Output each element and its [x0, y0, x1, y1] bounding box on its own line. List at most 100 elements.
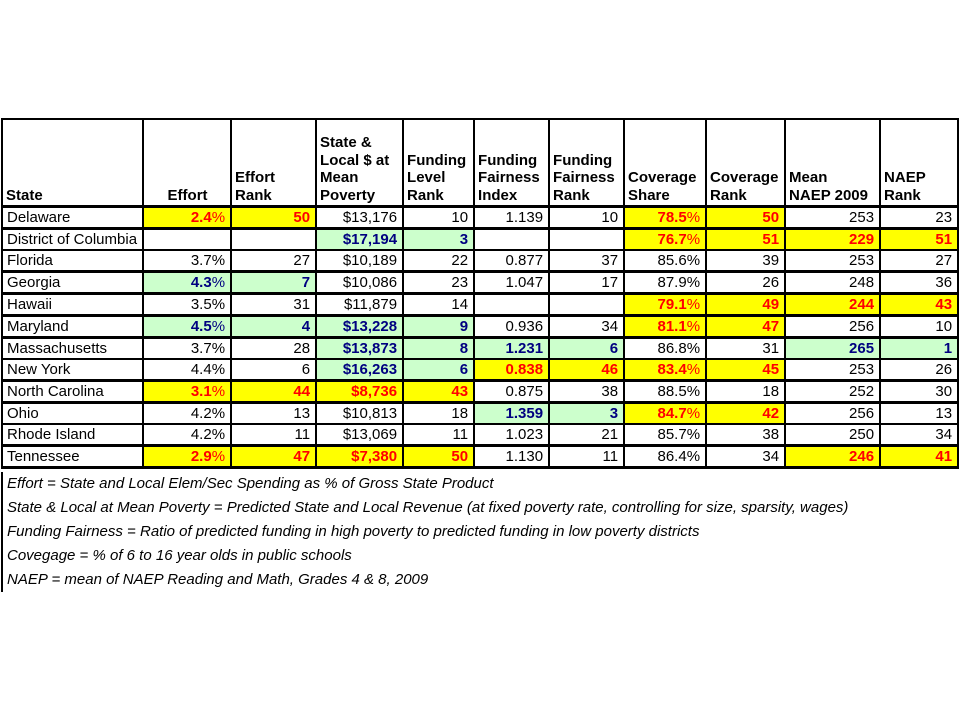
column-header-mean-naep-2009: Mean NAEP 2009: [784, 118, 882, 208]
percent-sign: %: [686, 231, 701, 248]
cell-funding-fairness-rank: [548, 227, 626, 251]
cell-state: Ohio: [0, 401, 145, 425]
cell-coverage-share: 85.7%: [623, 423, 708, 447]
table-row-new-york: New York 4.4% 6 $16,263 6 0.838 46 83.4% 45 253 26: [0, 358, 960, 382]
cell-state: District of Columbia: [0, 227, 145, 251]
cell-funding-level-rank: 11: [402, 423, 476, 447]
cell-coverage-share: 86.4%: [623, 444, 708, 469]
cell-mean-naep-2009: 253: [784, 249, 882, 273]
cell-effort-rank: 27: [230, 249, 318, 273]
cell-mean-naep-2009: 253: [784, 205, 882, 230]
cell-funding-fairness-rank: 34: [548, 314, 626, 339]
cell-state-local-at-mean-poverty: $16,263: [315, 358, 405, 382]
cell-funding-level-rank: 10: [402, 205, 476, 230]
table-row-rhode-island: Rhode Island 4.2% 11 $13,069 11 1.023 21 85.7% 3…: [0, 423, 960, 447]
cell-coverage-rank: 49: [705, 292, 787, 317]
table-row-tennessee: Tennessee 2.9% 47 $7,380 50 1.130 11 86.4% 34 246…: [0, 444, 960, 469]
cell-effort: 2.4%: [142, 205, 233, 230]
cell-effort-rank: [230, 227, 318, 251]
cell-state: Florida: [0, 249, 145, 273]
percent-sign: %: [211, 448, 226, 465]
percent-sign: %: [686, 361, 701, 378]
cell-coverage-share: 83.4%: [623, 358, 708, 382]
cell-funding-fairness-rank: 46: [548, 358, 626, 382]
cell-naep-rank: 10: [879, 314, 960, 339]
cell-state: Delaware: [0, 205, 145, 230]
column-header-state: State: [0, 118, 145, 208]
table-row-florida: Florida 3.7% 27 $10,189 22 0.877 37 85.6% 39 253 2…: [0, 249, 960, 273]
cell-effort: 2.9%: [142, 444, 233, 469]
cell-mean-naep-2009: 244: [784, 292, 882, 317]
cell-funding-level-rank: 9: [402, 314, 476, 339]
table-row-maryland: Maryland 4.5% 4 $13,228 9 0.936 34 81.1% 47 256 10: [0, 314, 960, 339]
state-funding-table-container: State Effort Effort Rank State & Local $ at…: [0, 118, 960, 469]
cell-funding-fairness-index: [473, 292, 551, 317]
cell-naep-rank: 41: [879, 444, 960, 469]
cell-coverage-share: 85.6%: [623, 249, 708, 273]
footnote-naep: NAEP = mean of NAEP Reading and Math, Gr…: [7, 571, 429, 588]
column-header-coverage-rank: Coverage Rank: [705, 118, 787, 208]
cell-state: New York: [0, 358, 145, 382]
table-body: Delaware 2.4% 50 $13,176 10 1.139 10 78.5% 50 253…: [0, 205, 960, 469]
column-header-effort-rank: Effort Rank: [230, 118, 318, 208]
cell-coverage-rank: 39: [705, 249, 787, 273]
cell-effort: 4.5%: [142, 314, 233, 339]
cell-funding-fairness-index: 0.936: [473, 314, 551, 339]
column-header-funding-fairness-index: Funding Fairness Index: [473, 118, 551, 208]
cell-effort-rank: 28: [230, 336, 318, 360]
cell-state: Hawaii: [0, 292, 145, 317]
cell-coverage-share: 78.5%: [623, 205, 708, 230]
cell-funding-fairness-rank: 11: [548, 444, 626, 469]
cell-funding-fairness-index: 1.139: [473, 205, 551, 230]
cell-state-local-at-mean-poverty: $13,228: [315, 314, 405, 339]
column-header-effort: Effort: [142, 118, 233, 208]
footnote-coverage: Covegage = % of 6 to 16 year olds in pub…: [7, 547, 352, 564]
cell-effort: 4.2%: [142, 423, 233, 447]
cell-effort-rank: 11: [230, 423, 318, 447]
cell-funding-fairness-index: 0.877: [473, 249, 551, 273]
cell-funding-level-rank: 3: [402, 227, 476, 251]
header-row: State Effort Effort Rank State & Local $ at…: [0, 118, 960, 208]
column-header-funding-fairness-rank: Funding Fairness Rank: [548, 118, 626, 208]
cell-funding-level-rank: 23: [402, 270, 476, 295]
percent-sign: %: [211, 318, 226, 335]
cell-funding-fairness-rank: 38: [548, 379, 626, 404]
table-header: State Effort Effort Rank State & Local $ at…: [0, 118, 960, 208]
table-row-ohio: Ohio 4.2% 13 $10,813 18 1.359 3 84.7% 42 256 13: [0, 401, 960, 425]
percent-sign: %: [686, 405, 701, 422]
footnotes-block: Effort = State and Local Elem/Sec Spendi…: [1, 472, 848, 592]
cell-effort: 3.5%: [142, 292, 233, 317]
footnote-effort: Effort = State and Local Elem/Sec Spendi…: [7, 475, 494, 492]
cell-state: North Carolina: [0, 379, 145, 404]
cell-state-local-at-mean-poverty: $17,194: [315, 227, 405, 251]
cell-funding-fairness-index: 1.231: [473, 336, 551, 360]
cell-coverage-rank: 34: [705, 444, 787, 469]
table-row-massachusetts: Massachusetts 3.7% 28 $13,873 8 1.231 6 86.8% 31…: [0, 336, 960, 360]
cell-funding-fairness-rank: [548, 292, 626, 317]
table-row-georgia: Georgia 4.3% 7 $10,086 23 1.047 17 87.9% 26 248 36: [0, 270, 960, 295]
table-row-north-carolina: North Carolina 3.1% 44 $8,736 43 0.875 38 88.5%…: [0, 379, 960, 404]
cell-mean-naep-2009: 256: [784, 401, 882, 425]
column-header-naep-rank: NAEP Rank: [879, 118, 960, 208]
cell-naep-rank: 43: [879, 292, 960, 317]
cell-state-local-at-mean-poverty: $13,069: [315, 423, 405, 447]
cell-effort: 3.7%: [142, 249, 233, 273]
cell-naep-rank: 13: [879, 401, 960, 425]
cell-state-local-at-mean-poverty: $7,380: [315, 444, 405, 469]
cell-coverage-rank: 18: [705, 379, 787, 404]
cell-coverage-rank: 50: [705, 205, 787, 230]
cell-coverage-rank: 42: [705, 401, 787, 425]
cell-state: Tennessee: [0, 444, 145, 469]
cell-funding-fairness-index: 0.838: [473, 358, 551, 382]
cell-coverage-share: 87.9%: [623, 270, 708, 295]
cell-funding-level-rank: 18: [402, 401, 476, 425]
cell-naep-rank: 1: [879, 336, 960, 360]
percent-sign: %: [211, 383, 226, 400]
cell-funding-level-rank: 6: [402, 358, 476, 382]
cell-effort-rank: 44: [230, 379, 318, 404]
cell-effort: 4.3%: [142, 270, 233, 295]
cell-mean-naep-2009: 265: [784, 336, 882, 360]
cell-funding-fairness-rank: 17: [548, 270, 626, 295]
cell-funding-fairness-rank: 10: [548, 205, 626, 230]
cell-effort-rank: 31: [230, 292, 318, 317]
